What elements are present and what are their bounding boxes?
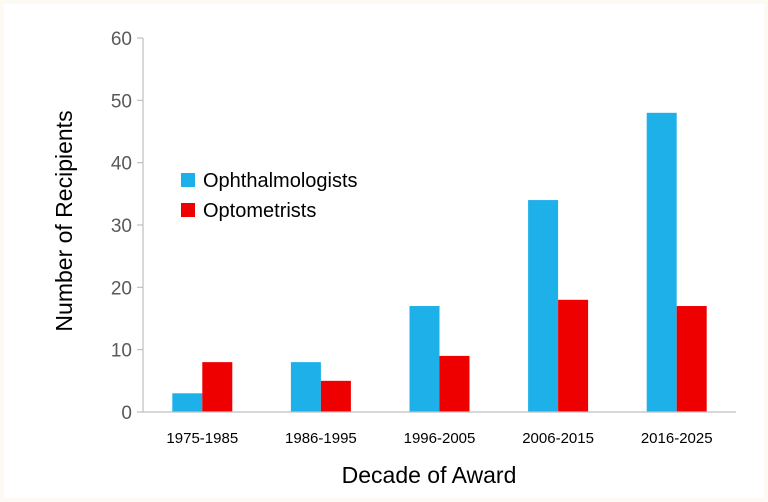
y-tick-label: 50 [111, 91, 132, 112]
y-axis-title: Number of Recipients [51, 110, 77, 331]
y-tick-label: 30 [111, 216, 132, 237]
bar-optometrists-2016-2025 [676, 306, 707, 412]
x-tick-label: 1996-2005 [404, 430, 476, 447]
chart-panel [4, 4, 764, 498]
x-tick-label: 2006-2015 [522, 430, 594, 447]
legend-label-ophthalmologists: Ophthalmologists [203, 170, 358, 192]
legend-label-optometrists: Optometrists [203, 200, 316, 222]
y-tick-label: 60 [111, 29, 132, 50]
x-tick-label: 1986-1995 [285, 430, 357, 447]
y-tick-label: 0 [121, 403, 132, 424]
legend-swatch-ophthalmologists [181, 173, 195, 187]
bar-ophthalmologists-1975-1985 [172, 393, 203, 412]
legend: Ophthalmologists Optometrists [181, 170, 358, 222]
y-tick-label: 20 [111, 278, 132, 299]
x-tick-label: 1975-1985 [166, 430, 238, 447]
bars-group [172, 112, 707, 413]
y-tick-label: 10 [111, 341, 132, 362]
bar-ophthalmologists-1996-2005 [409, 306, 440, 412]
x-axis-title: Decade of Award [342, 462, 517, 488]
bar-optometrists-1996-2005 [439, 355, 470, 412]
bar-ophthalmologists-1986-1995 [290, 362, 321, 412]
x-axis-ticks: 1975-1985 1986-1995 1996-2005 2006-2015 2016… [166, 430, 712, 447]
y-axis-ticks: 0 10 20 30 40 50 60 [111, 29, 143, 424]
x-tick-label: 2016-2025 [641, 430, 713, 447]
bar-optometrists-2006-2015 [558, 299, 589, 412]
bar-optometrists-1975-1985 [202, 362, 233, 412]
bar-ophthalmologists-2016-2025 [646, 112, 677, 413]
bar-ophthalmologists-2006-2015 [528, 200, 559, 412]
y-tick-label: 40 [111, 154, 132, 175]
legend-swatch-optometrists [181, 203, 195, 217]
bar-optometrists-1986-1995 [320, 380, 351, 412]
